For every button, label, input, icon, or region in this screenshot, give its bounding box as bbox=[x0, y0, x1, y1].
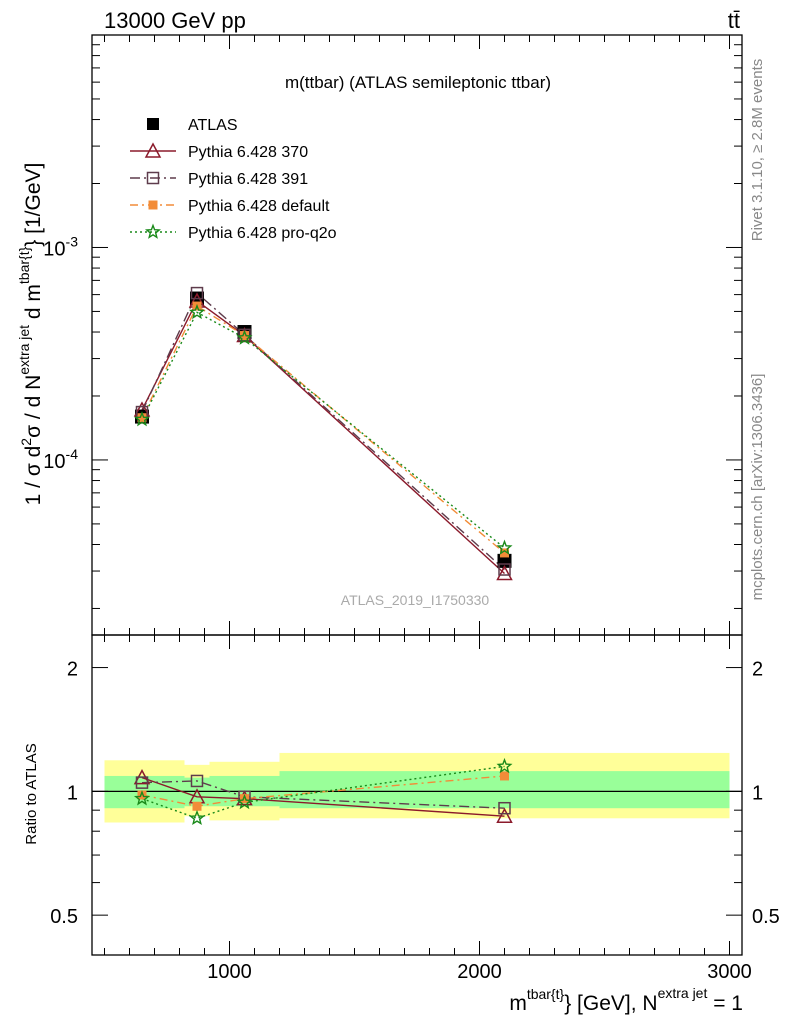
data-marker-open-square bbox=[190, 286, 204, 300]
x-tick-label: 3000 bbox=[707, 961, 752, 983]
ratio-plot-series bbox=[133, 757, 513, 826]
legend-label: Pythia 6.428 default bbox=[188, 198, 330, 215]
energy-label: 13000 GeV pp bbox=[104, 8, 246, 33]
x-tick-label: 2000 bbox=[457, 961, 502, 983]
data-marker-star bbox=[133, 790, 151, 806]
ratio-y-tick-label: 1 bbox=[67, 782, 78, 804]
legend: ATLAS Pythia 6.428 370 Pythia 6.428 391 Pyt… bbox=[130, 117, 337, 242]
legend-label: ATLAS bbox=[188, 117, 238, 134]
data-marker-star bbox=[496, 757, 513, 774]
y-tick-label: 10-4 bbox=[43, 446, 78, 473]
x-tick-label: 1000 bbox=[207, 961, 252, 983]
ratio-plot-axes: 1000 2000 3000 2 2 1 1 0.5 0.5 bbox=[50, 634, 780, 983]
mcplots-label: mcplots.cern.ch [arXiv:1306.3436] bbox=[749, 374, 766, 601]
series-line bbox=[141, 291, 505, 571]
ratio-y-tick-label-right: 2 bbox=[752, 659, 763, 681]
series-line bbox=[141, 776, 505, 817]
series-line bbox=[141, 299, 505, 575]
data-marker-square bbox=[147, 118, 159, 130]
data-marker-triangle bbox=[496, 564, 513, 581]
series-line bbox=[141, 775, 505, 807]
ratio-bands bbox=[92, 752, 742, 823]
series-line bbox=[141, 311, 505, 549]
main-plot-series bbox=[133, 286, 513, 581]
legend-label: Pythia 6.428 370 bbox=[188, 144, 308, 161]
data-marker-star bbox=[133, 411, 151, 427]
process-label: tt̄ bbox=[728, 8, 740, 33]
data-marker-star bbox=[188, 809, 206, 826]
data-marker-star bbox=[236, 329, 253, 345]
data-marker-filled-square bbox=[192, 801, 202, 811]
data-marker-open-square bbox=[190, 774, 204, 788]
watermark: ATLAS_2019_I1750330 bbox=[341, 592, 490, 608]
data-marker-open-square bbox=[146, 171, 160, 185]
y-axis-label: 1 / σ d2σ / d Nextra jet d mtbar{t}} [1/… bbox=[16, 163, 45, 506]
ratio-y-tick-label-right: 1 bbox=[752, 782, 763, 804]
ratio-plot-frame bbox=[91, 634, 743, 956]
y-tick-label: 10-3 bbox=[43, 233, 78, 260]
data-marker-filled-square bbox=[500, 771, 509, 781]
legend-label: Pythia 6.428 pro-q2o bbox=[188, 225, 337, 242]
data-marker-star bbox=[144, 223, 162, 239]
plot-title: m(ttbar) (ATLAS semileptonic ttbar) bbox=[285, 73, 551, 92]
data-marker-filled-square bbox=[240, 794, 249, 804]
x-axis-label: mtbar{t}} [GeV], Nextra jet = 1 bbox=[509, 985, 743, 1015]
ratio-y-tick-label: 0.5 bbox=[50, 906, 78, 928]
data-marker-filled-square bbox=[500, 548, 509, 558]
data-marker-triangle bbox=[496, 807, 513, 823]
ratio-axis-label: Ratio to ATLAS bbox=[23, 743, 40, 844]
data-marker-star bbox=[236, 793, 253, 810]
series-line bbox=[141, 305, 505, 554]
ratio-y-tick-label: 2 bbox=[67, 659, 78, 681]
series-line bbox=[141, 780, 505, 809]
data-marker-filled-square bbox=[137, 790, 147, 800]
ratio-y-tick-label-right: 0.5 bbox=[752, 906, 780, 928]
data-marker-filled-square bbox=[148, 200, 158, 210]
data-marker-star bbox=[188, 303, 206, 320]
svg-text:1 / σ d2σ / d Nextra jet d mtb: 1 / σ d2σ / d Nextra jet d mtbar{t}} [1/… bbox=[16, 163, 45, 506]
data-marker-open-square bbox=[498, 563, 511, 576]
data-marker-star bbox=[496, 539, 513, 555]
data-marker-open-square bbox=[135, 776, 149, 789]
rivet-label: Rivet 3.1.10, ≥ 2.8M events bbox=[749, 59, 766, 242]
data-marker-filled-square bbox=[137, 413, 147, 423]
data-marker-triangle bbox=[144, 142, 162, 158]
data-marker-open-square bbox=[498, 801, 511, 815]
svg-text:mtbar{t}} [GeV], Nextra jet =: mtbar{t}} [GeV], Nextra jet = 1 bbox=[509, 985, 743, 1015]
data-marker-filled-square bbox=[240, 331, 249, 341]
legend-label: Pythia 6.428 391 bbox=[188, 171, 308, 188]
